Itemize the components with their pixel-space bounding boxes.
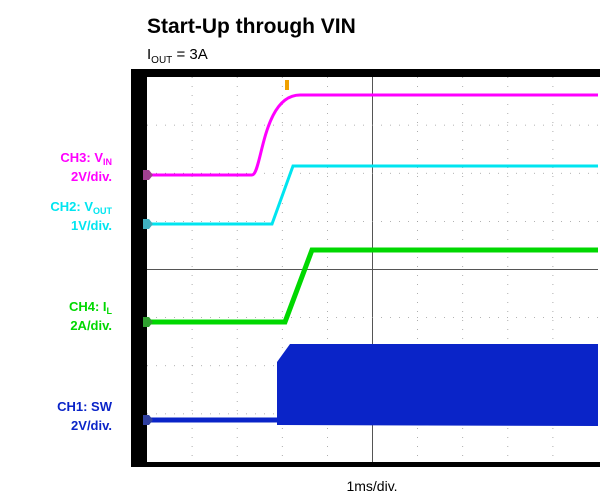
channel-labels: CH3: VIN 2V/div. CH2: VOUT 1V/div. CH4: IL 2A…	[50, 150, 112, 433]
channel-name-sub: IN	[103, 157, 112, 167]
subtitle: IOUT = 3A	[147, 46, 208, 66]
channel-name-main: CH4: I	[69, 299, 107, 314]
channel-name: CH1: SW	[57, 399, 113, 414]
channel-scale: 2A/div.	[70, 318, 112, 333]
ch3-marker	[143, 170, 153, 180]
ch2-marker	[143, 219, 153, 229]
channel-name-main: CH2: V	[50, 199, 93, 214]
ch4-trace	[147, 247, 598, 325]
channel-name-sub: L	[107, 306, 113, 316]
channel-name: CH4: IL	[69, 299, 113, 316]
ch4-marker	[143, 317, 153, 327]
channel-name-main: CH3: V	[60, 150, 103, 165]
subtitle-rest: = 3A	[172, 46, 207, 63]
subtitle-sub: OUT	[151, 55, 172, 66]
subtitle-main: I	[147, 46, 151, 63]
channel-name: CH3: VIN	[60, 150, 112, 167]
traces	[147, 80, 598, 426]
title: Start-Up through VIN	[147, 15, 356, 38]
channel-scale: 2V/div.	[71, 418, 112, 433]
ch1-marker	[143, 415, 153, 425]
channel-markers	[143, 170, 153, 425]
ch2-trace	[147, 164, 598, 226]
channel-scale: 1V/div.	[71, 218, 112, 233]
ch3-trace	[147, 93, 598, 177]
channel-scale: 2V/div.	[71, 169, 112, 184]
channel-name-main: CH1: SW	[57, 399, 113, 414]
channel-name-sub: OUT	[93, 206, 113, 216]
channel-name: CH2: VOUT	[50, 199, 112, 216]
ch1-switching	[277, 344, 598, 426]
x-label: 1ms/div.	[346, 478, 397, 494]
